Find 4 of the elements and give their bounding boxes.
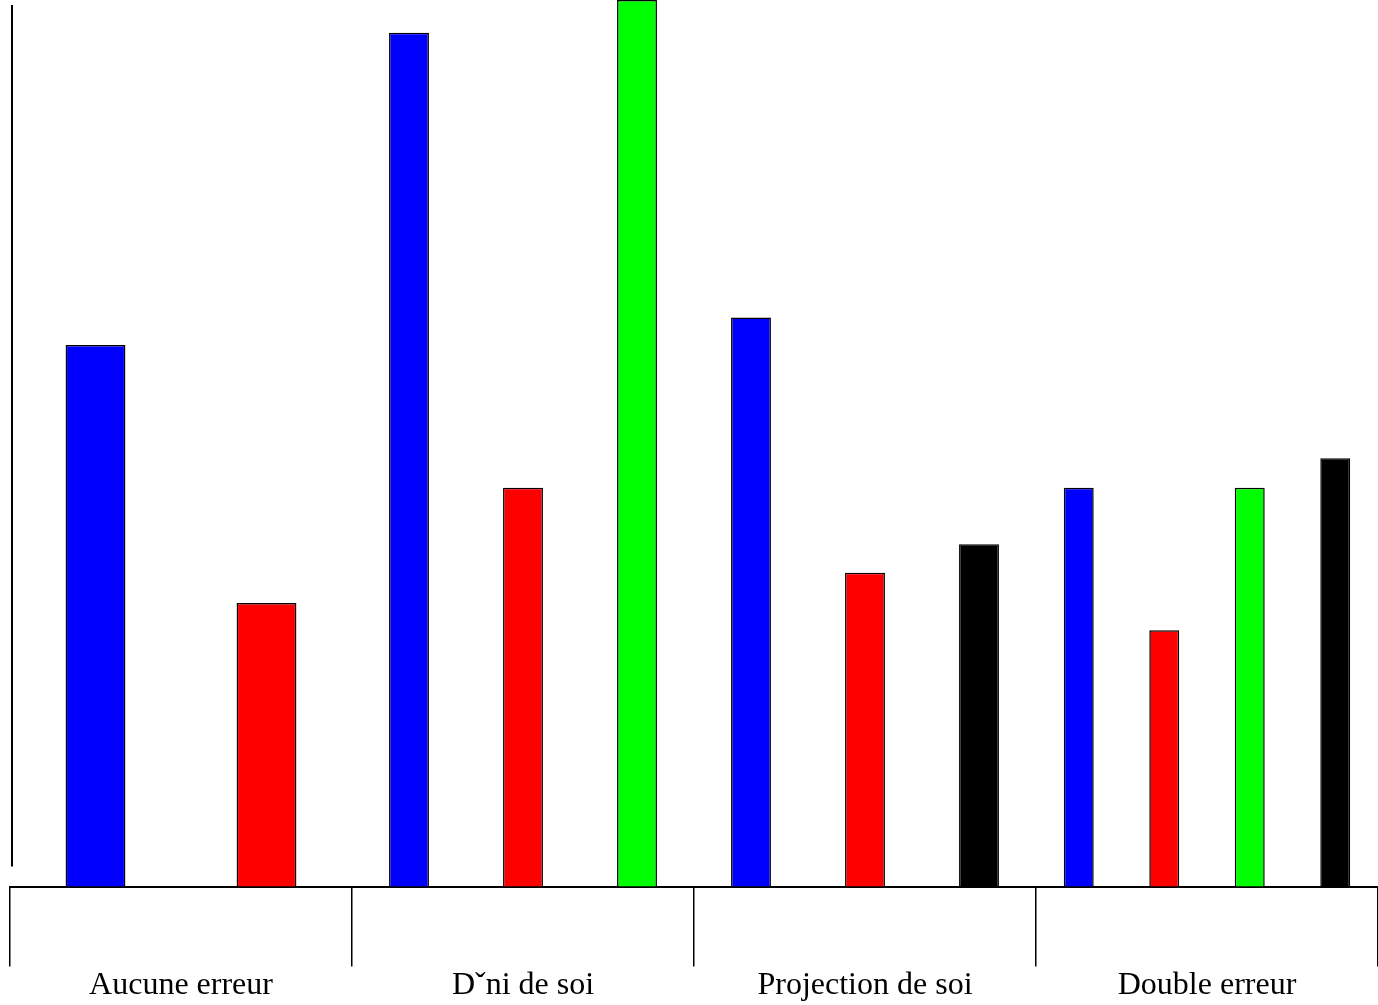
x-tick-label: Double erreur	[1117, 965, 1297, 1002]
x-tick-label: Aucune erreur	[89, 965, 274, 1002]
x-tick-label: Projection de soi	[757, 965, 973, 1002]
x-tick-label: Dˇni de soi	[451, 965, 595, 1002]
